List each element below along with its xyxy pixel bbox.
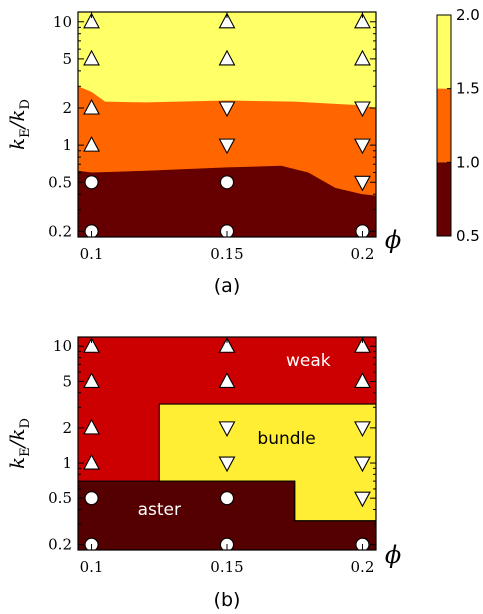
region-label-bundle: bundle bbox=[257, 429, 315, 449]
colorbar-tick-label: 0.5 bbox=[456, 227, 480, 245]
colorbar-frame bbox=[436, 14, 452, 237]
marker-circle bbox=[355, 224, 370, 237]
colorbar: 2.0 1.5 1.0 0.5 bbox=[436, 6, 480, 245]
marker-triangle-up bbox=[218, 372, 236, 388]
colorbar-band-mid bbox=[437, 88, 451, 163]
phase-area bbox=[78, 337, 376, 550]
colorbar-tick-label: 1.0 bbox=[456, 153, 480, 171]
marker-triangle-up bbox=[83, 453, 100, 470]
marker-triangle-down bbox=[354, 491, 371, 508]
region-label-aster: aster bbox=[138, 500, 181, 520]
marker-circle bbox=[219, 491, 235, 506]
marker-triangle-up bbox=[83, 135, 100, 152]
colorbar-tick-label: 2.0 bbox=[456, 6, 480, 24]
marker-triangle-up bbox=[354, 12, 371, 29]
marker-triangle-down bbox=[218, 456, 236, 473]
marker-triangle-up bbox=[218, 337, 236, 353]
colorbar-band-high bbox=[437, 15, 451, 89]
marker-triangle-up bbox=[354, 49, 371, 66]
y-tick-label: 0.5 bbox=[48, 489, 72, 507]
marker-triangle-up bbox=[83, 418, 100, 435]
contour-area bbox=[78, 12, 376, 237]
colorbar-tick-label: 1.5 bbox=[456, 80, 480, 98]
marker-circle bbox=[84, 175, 99, 190]
marker-circle bbox=[219, 224, 235, 237]
x-tick-label: 0.1 bbox=[80, 245, 104, 263]
marker-triangle-down bbox=[354, 138, 371, 155]
x-axis-label: ϕ bbox=[385, 226, 401, 254]
x-axis-label: ϕ bbox=[385, 541, 401, 569]
marker-triangle-up bbox=[83, 337, 100, 353]
y-tick-label: 10 bbox=[53, 337, 72, 355]
marker-triangle-up bbox=[83, 98, 100, 115]
marker-triangle-down bbox=[218, 138, 236, 155]
x-tick-label: 0.15 bbox=[210, 245, 243, 263]
marker-triangle-down bbox=[354, 101, 371, 118]
region-aster bbox=[78, 480, 376, 550]
marker-triangle-up bbox=[354, 337, 371, 353]
marker-triangle-down bbox=[354, 421, 371, 438]
panel-b: weak bundle aster 0.2 0.5 1 2 5 10 0.1 0.15 0.2 ϕ kE/… bbox=[5, 336, 401, 611]
marker-circle bbox=[219, 175, 235, 190]
y-axis-label: kE/kD bbox=[5, 418, 33, 469]
marker-triangle-up bbox=[83, 372, 100, 388]
marker-triangle-up bbox=[218, 12, 236, 29]
panel-a: 0.2 0.5 1 2 5 10 0.1 0.15 0.2 ϕ kE/kD (a) bbox=[5, 11, 401, 297]
y-tick-label: 5 bbox=[62, 372, 72, 390]
marker-circle bbox=[84, 491, 99, 506]
marker-triangle-down bbox=[354, 456, 371, 473]
marker-circle bbox=[84, 224, 99, 237]
y-tick-label: 0.2 bbox=[48, 222, 72, 240]
marker-triangle-up bbox=[218, 49, 236, 66]
colorbar-band-low bbox=[437, 162, 451, 236]
y-tick-label: 1 bbox=[62, 136, 72, 154]
marker-triangle-down bbox=[354, 175, 371, 192]
y-tick-label: 0.5 bbox=[48, 173, 72, 191]
marker-triangle-down bbox=[218, 421, 236, 438]
y-axis-label: kE/kD bbox=[5, 99, 33, 150]
region-low bbox=[78, 165, 376, 237]
y-tick-label: 10 bbox=[53, 13, 72, 31]
x-tick-label: 0.2 bbox=[351, 558, 375, 576]
y-tick-label: 2 bbox=[62, 419, 72, 437]
marker-triangle-up bbox=[83, 12, 100, 29]
marker-triangle-down bbox=[218, 101, 236, 118]
x-tick-label: 0.1 bbox=[80, 558, 104, 576]
x-tick-label: 0.15 bbox=[210, 558, 243, 576]
x-tick-label: 0.2 bbox=[351, 245, 375, 263]
y-tick-label: 5 bbox=[62, 50, 72, 68]
y-tick-label: 2 bbox=[62, 99, 72, 117]
y-tick-label: 0.2 bbox=[48, 536, 72, 554]
marker-triangle-up bbox=[83, 49, 100, 66]
marker-triangle-up bbox=[354, 372, 371, 388]
panel-caption: (b) bbox=[214, 589, 241, 611]
y-tick-label: 1 bbox=[62, 454, 72, 472]
region-label-weak: weak bbox=[286, 351, 331, 371]
panel-caption: (a) bbox=[214, 275, 240, 297]
